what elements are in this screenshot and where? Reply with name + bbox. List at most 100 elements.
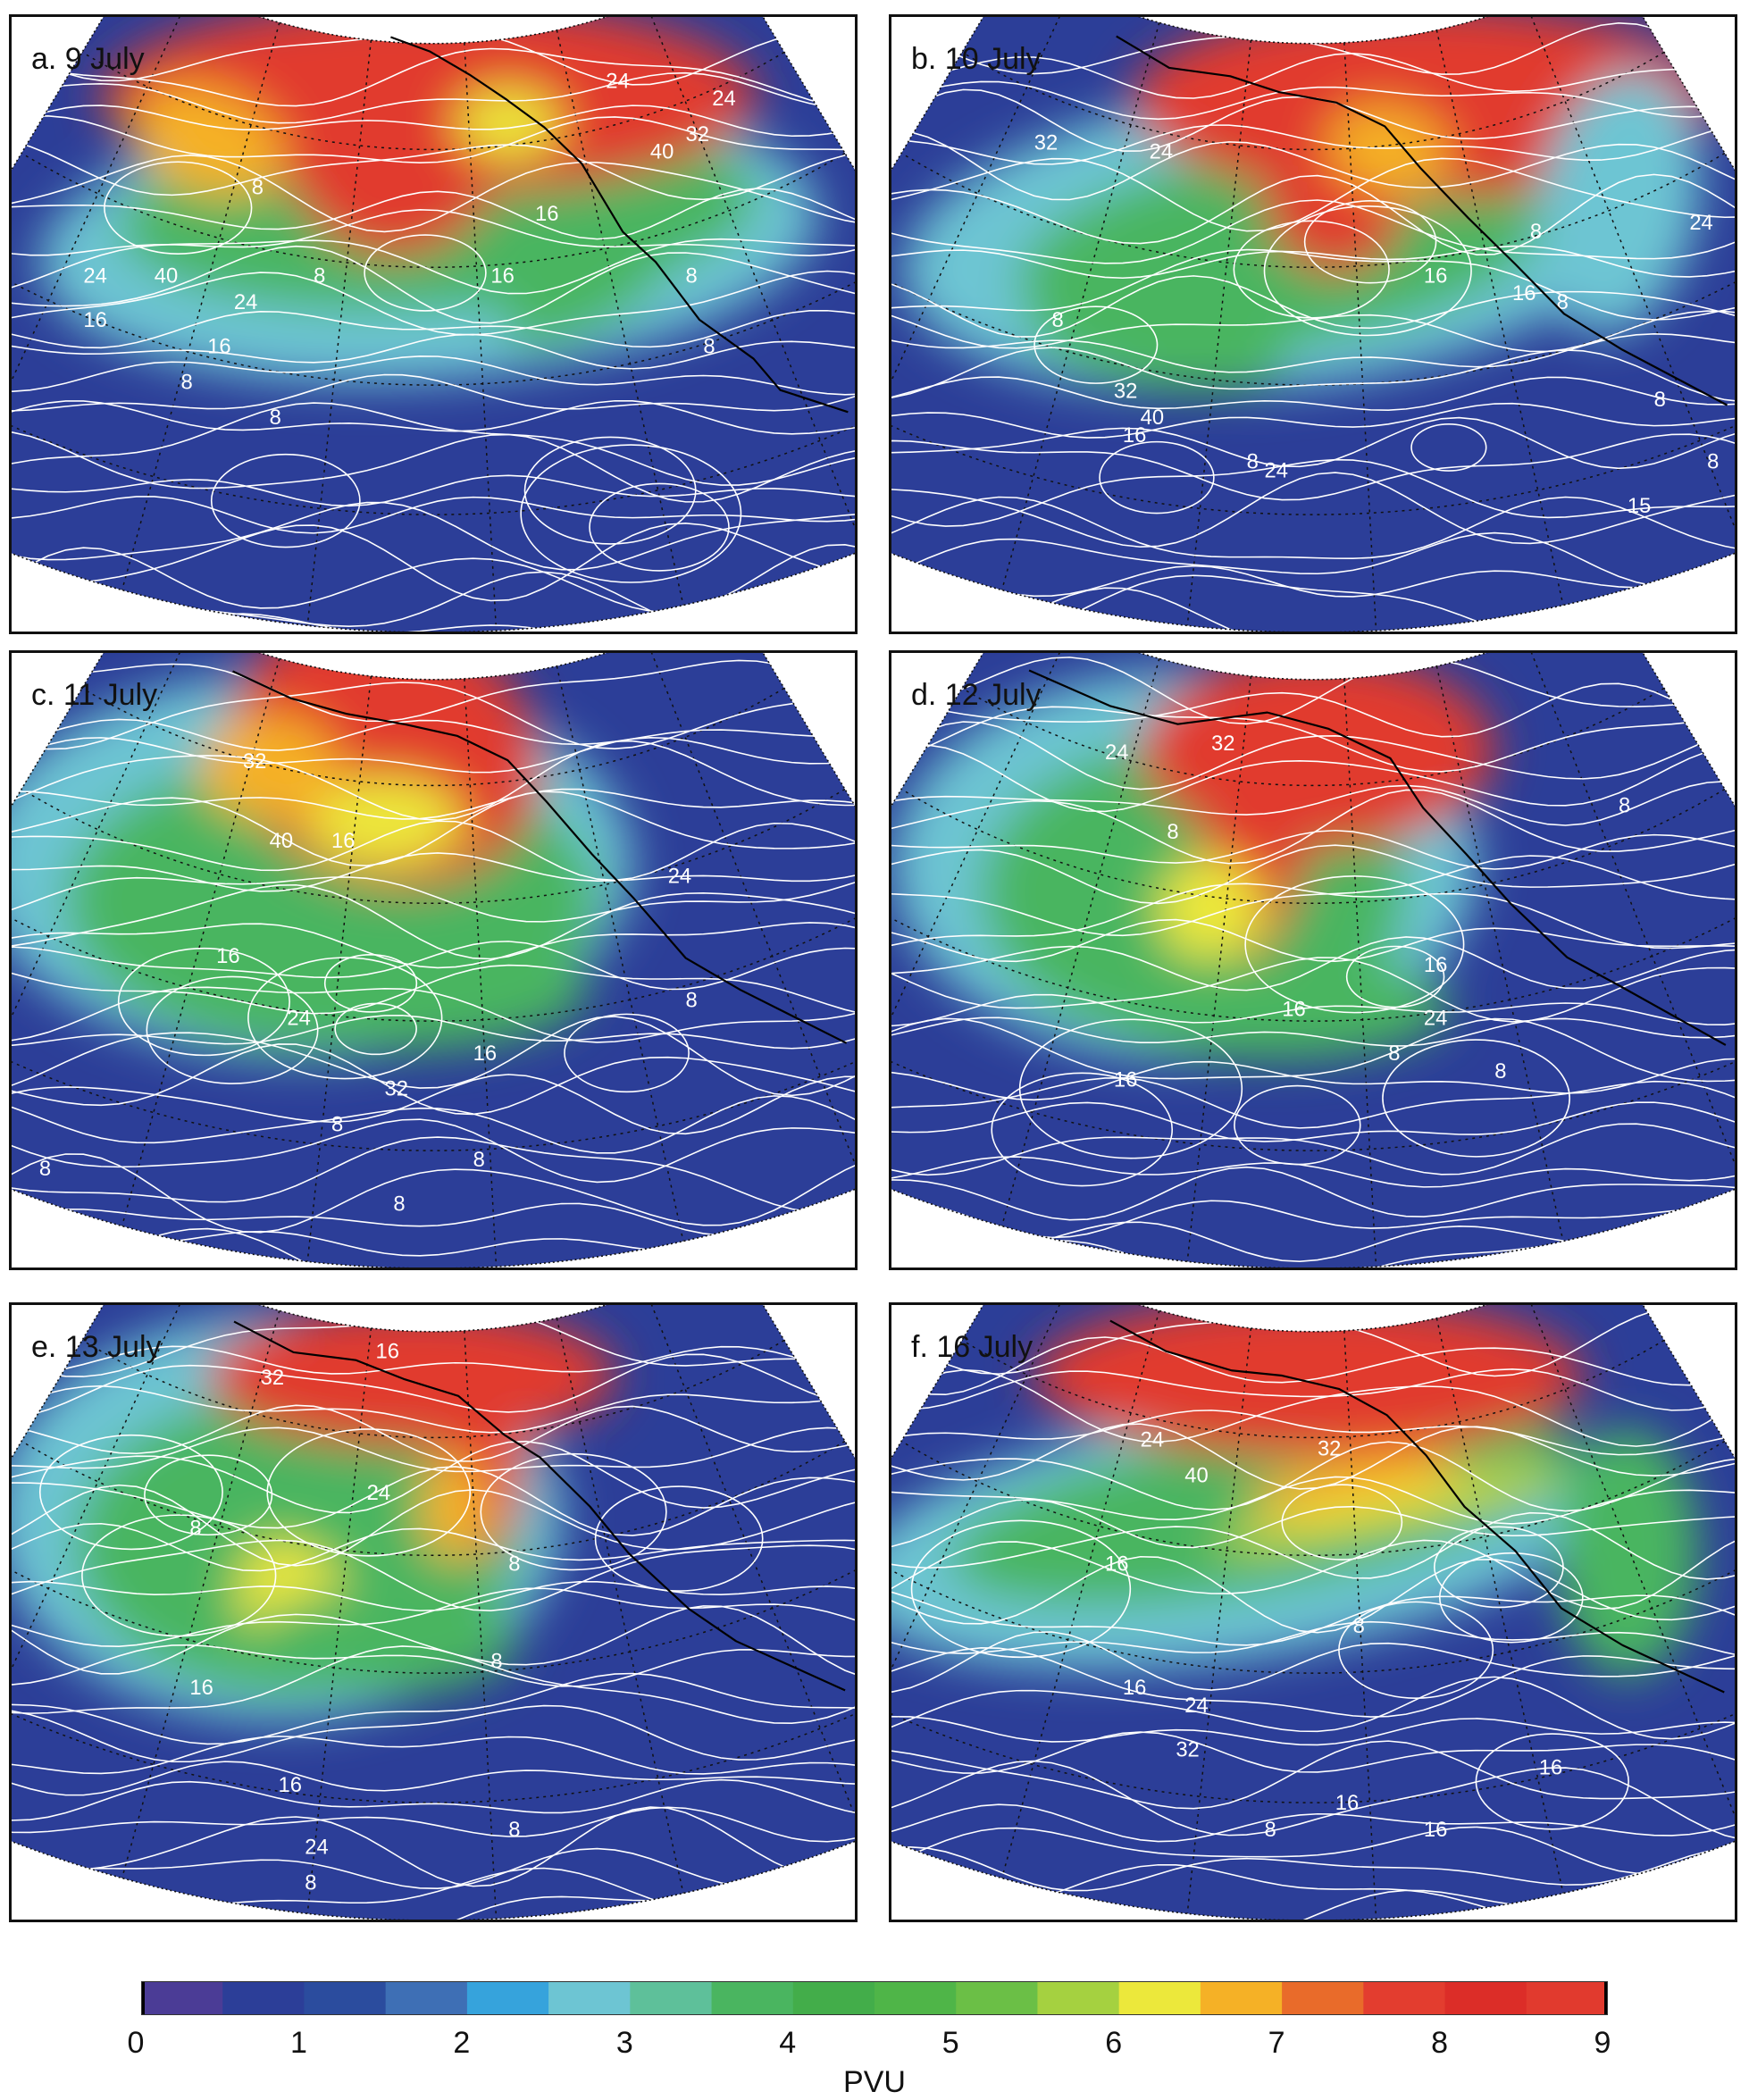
contour-label: 8: [1619, 793, 1630, 817]
contour-line: [891, 1846, 1735, 1892]
contour-ring: [594, 1485, 764, 1592]
contour-label: 24: [606, 69, 629, 93]
coastline: [233, 1320, 846, 1692]
graticule: [891, 653, 1735, 1268]
pv-blob: [500, 221, 676, 345]
contour-line: [891, 1631, 1735, 1694]
contour-line: [12, 1404, 855, 1462]
contour-label: 24: [1264, 459, 1287, 483]
contour-line: [12, 155, 855, 233]
contour-line: [891, 1156, 1735, 1188]
contour-label: 16: [535, 202, 558, 226]
contour-label: 8: [1167, 820, 1178, 844]
coastline: [1116, 35, 1728, 406]
contour-line: [891, 1476, 1735, 1525]
contour-line: [891, 744, 1735, 813]
contour-label: 24: [712, 87, 735, 111]
parallel: [21, 1440, 846, 1556]
contour-line: [12, 333, 855, 370]
meridian: [645, 653, 855, 1186]
contour-line: [891, 1647, 1735, 1718]
contour-line: [12, 659, 855, 723]
contour-line: [12, 1605, 855, 1678]
contour-line: [891, 1336, 1735, 1396]
colorbar-swatch: [141, 1981, 223, 2015]
contour-label: 8: [1247, 450, 1259, 474]
contour-label: 8: [1654, 388, 1666, 412]
contour-label: 8: [1494, 1059, 1506, 1083]
contour-line: [891, 275, 1735, 338]
contour-line: [891, 855, 1735, 937]
meridian: [645, 17, 855, 550]
meridian: [306, 675, 372, 1262]
contour-labels: 24 32 16 8 24 16 8 16 8 8: [1105, 732, 1630, 1092]
contour-ring: [117, 947, 290, 1057]
contour-line: [12, 1043, 855, 1116]
contour-line: [891, 416, 1735, 470]
contour-label: 32: [1034, 131, 1058, 155]
parallel: [891, 889, 1735, 1022]
contour-line: [12, 820, 855, 882]
contour-line: [12, 736, 855, 774]
map-panel-c: 32 40 16 24 8 16 24 32 16 8 8 8 8: [12, 653, 855, 1268]
contour-label: 16: [376, 1339, 399, 1363]
contour-lines: [891, 657, 1735, 1268]
contour-ring: [1034, 305, 1159, 384]
contour-line: [891, 199, 1735, 264]
parallel: [891, 1541, 1735, 1674]
parallel: [891, 1652, 1735, 1803]
parallel: [12, 1000, 855, 1151]
map-panel-d: 24 32 16 8 24 16 8 16 8 8: [891, 653, 1735, 1268]
contour-label: 16: [1123, 1676, 1146, 1700]
contour-line: [891, 1499, 1735, 1550]
coastline: [1109, 1319, 1725, 1694]
contour-line: [12, 188, 855, 240]
contour-line: [12, 1778, 855, 1821]
panel-a: 24 32 16 8 24 40 24 16 8 16 8 40 24 16 8 8 8 a. 9 July: [9, 14, 858, 634]
meridian: [1525, 17, 1735, 550]
parallel: [900, 152, 1726, 268]
pv-blob: [1248, 1452, 1458, 1513]
graticule: [12, 653, 855, 1268]
contour-label: 32: [243, 749, 266, 774]
contour-line: [12, 1014, 855, 1050]
contour-ring: [1244, 875, 1465, 1014]
pv-blob: [305, 776, 464, 866]
parallel: [12, 889, 855, 1022]
contour-ring: [1410, 423, 1487, 472]
contour-line: [12, 718, 855, 751]
contour-line: [891, 402, 1735, 439]
contour-line: [891, 1423, 1735, 1490]
panel-b: 32 24 16 8 24 8 32 40 16 24 16 8 8 8 15 8 b. 10 July: [889, 14, 1737, 634]
contour-line: [891, 1166, 1735, 1221]
contour-label: 16: [216, 944, 239, 968]
panel-a-label: a. 9 July: [31, 42, 145, 76]
meridian: [1435, 665, 1564, 1242]
parallel: [12, 364, 855, 515]
contour-line: [12, 399, 855, 435]
contour-label: 16: [1512, 281, 1536, 305]
contour-line: [12, 115, 855, 163]
contour-line: [12, 1440, 855, 1514]
contour-line: [891, 310, 1735, 353]
contour-line: [12, 876, 855, 923]
contour-line: [891, 574, 1735, 632]
parallel: [891, 364, 1735, 515]
map-panel-e: 16 32 8 24 16 8 16 24 8 8 8: [12, 1305, 855, 1920]
contour-line: [12, 1426, 855, 1473]
contour-label: 8: [1264, 1818, 1276, 1842]
contour-label: 24: [305, 1836, 328, 1860]
parallel: [21, 152, 846, 268]
contour-line: [891, 1123, 1735, 1176]
contour-label: 8: [1353, 1614, 1365, 1638]
contour-line: [12, 355, 855, 396]
contour-label: 8: [508, 1818, 520, 1842]
contour-line: [12, 1761, 855, 1796]
meridian: [121, 22, 280, 590]
parallel: [961, 51, 1665, 151]
contour-line: [12, 474, 855, 507]
panel-f: 24 40 32 16 24 16 32 16 8 16 16 8 f. 16 July: [889, 1302, 1737, 1922]
contour-line: [891, 496, 1735, 560]
meridian: [1186, 39, 1252, 626]
